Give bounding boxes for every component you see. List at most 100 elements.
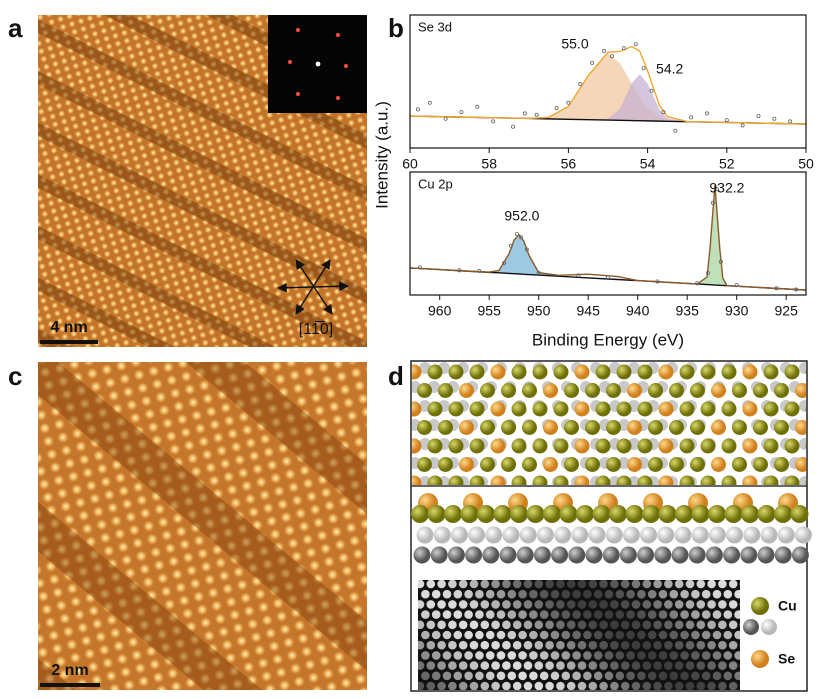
sim-spot xyxy=(718,681,727,690)
sim-spot xyxy=(491,580,500,589)
sim-spot xyxy=(518,671,527,681)
sim-spot xyxy=(512,681,522,690)
cu-atom xyxy=(438,383,453,398)
sim-spot xyxy=(615,630,625,640)
sim-spot xyxy=(588,580,598,589)
x-tick-label: 56 xyxy=(561,156,577,172)
cu-atom xyxy=(532,364,548,380)
atom xyxy=(468,526,486,544)
sim-spot xyxy=(707,661,716,670)
data-point xyxy=(491,119,496,124)
sim-spot xyxy=(572,651,581,660)
legend-label: Se xyxy=(778,651,795,667)
sim-spot xyxy=(739,664,740,668)
sim-spot xyxy=(448,681,457,690)
sim-spot xyxy=(734,610,740,619)
sim-spot xyxy=(701,630,711,640)
cu-atom xyxy=(427,438,443,454)
x-tick-label: 940 xyxy=(626,303,650,319)
sim-spot xyxy=(637,610,646,619)
se-atom xyxy=(490,401,506,417)
sim-spot xyxy=(637,651,646,660)
sim-spot xyxy=(615,671,625,681)
data-point xyxy=(734,283,739,288)
data-point xyxy=(602,48,607,53)
sim-spot xyxy=(491,600,500,609)
se-atom xyxy=(543,457,558,472)
sim-spot xyxy=(556,661,565,670)
sim-spot xyxy=(556,580,565,589)
atom xyxy=(533,546,551,564)
cu-atom xyxy=(564,420,579,435)
cu-atom xyxy=(732,383,747,398)
data-point xyxy=(457,268,462,273)
sim-spot xyxy=(680,651,689,660)
se-atom xyxy=(459,457,474,472)
sim-spot xyxy=(523,580,533,589)
sim-spot xyxy=(701,651,711,660)
sim-spot xyxy=(701,610,711,619)
sim-spot xyxy=(491,681,500,690)
cu-atom xyxy=(585,457,600,472)
sim-spot xyxy=(680,589,689,599)
cu-atom xyxy=(417,420,432,435)
sim-spot xyxy=(723,610,733,619)
atom xyxy=(705,546,723,564)
se-atom xyxy=(627,457,642,472)
data-point xyxy=(522,111,527,116)
background-line xyxy=(409,267,807,291)
cu-atom xyxy=(774,383,789,398)
sim-spot xyxy=(502,580,511,589)
sim-spot xyxy=(545,620,554,630)
sim-spot xyxy=(539,651,549,660)
sim-spot xyxy=(691,610,700,619)
atom xyxy=(585,546,603,564)
sim-spot xyxy=(512,580,522,589)
cu-atom xyxy=(732,420,747,435)
sim-spot xyxy=(421,651,430,660)
sim-spot xyxy=(696,600,706,609)
sim-spot xyxy=(545,681,554,690)
sim-spot xyxy=(437,620,446,630)
se-atom xyxy=(795,457,806,472)
sim-spot xyxy=(577,640,587,650)
sim-spot xyxy=(437,600,446,609)
sim-spot xyxy=(485,589,495,599)
atom xyxy=(808,381,820,393)
panel-label: d xyxy=(388,361,404,391)
data-point xyxy=(477,269,482,274)
sim-spot xyxy=(718,620,727,630)
cu-atom xyxy=(585,383,600,398)
cu-atom xyxy=(679,475,695,485)
sim-spot xyxy=(475,630,484,640)
atom xyxy=(808,419,820,431)
sim-spot xyxy=(431,651,441,660)
data-point xyxy=(534,112,539,117)
sim-spot xyxy=(599,600,608,609)
cu-atom xyxy=(741,505,759,523)
sim-spot xyxy=(469,661,479,670)
data-point xyxy=(417,265,422,270)
sim-spot xyxy=(480,620,490,630)
sim-spot xyxy=(615,651,625,660)
panel-label: c xyxy=(8,361,22,391)
sim-spot xyxy=(577,661,587,670)
atom xyxy=(637,546,655,564)
se-atom xyxy=(742,475,758,485)
sim-spot xyxy=(718,580,727,589)
sim-spot xyxy=(583,589,592,599)
chart-title: Cu 2p xyxy=(418,176,453,191)
cu-atom xyxy=(625,505,644,523)
sim-spot xyxy=(680,610,689,619)
sim-spot xyxy=(642,661,652,670)
sim-spot xyxy=(458,620,468,630)
sim-spot xyxy=(421,589,430,599)
sim-spot xyxy=(653,640,662,650)
cu-atom xyxy=(637,475,653,485)
fft-inset xyxy=(268,15,367,113)
sim-spot xyxy=(523,600,533,609)
legend-substrate xyxy=(743,619,759,635)
sim-spot xyxy=(480,640,490,650)
sim-spot xyxy=(712,589,722,599)
cu-atom xyxy=(501,383,516,398)
